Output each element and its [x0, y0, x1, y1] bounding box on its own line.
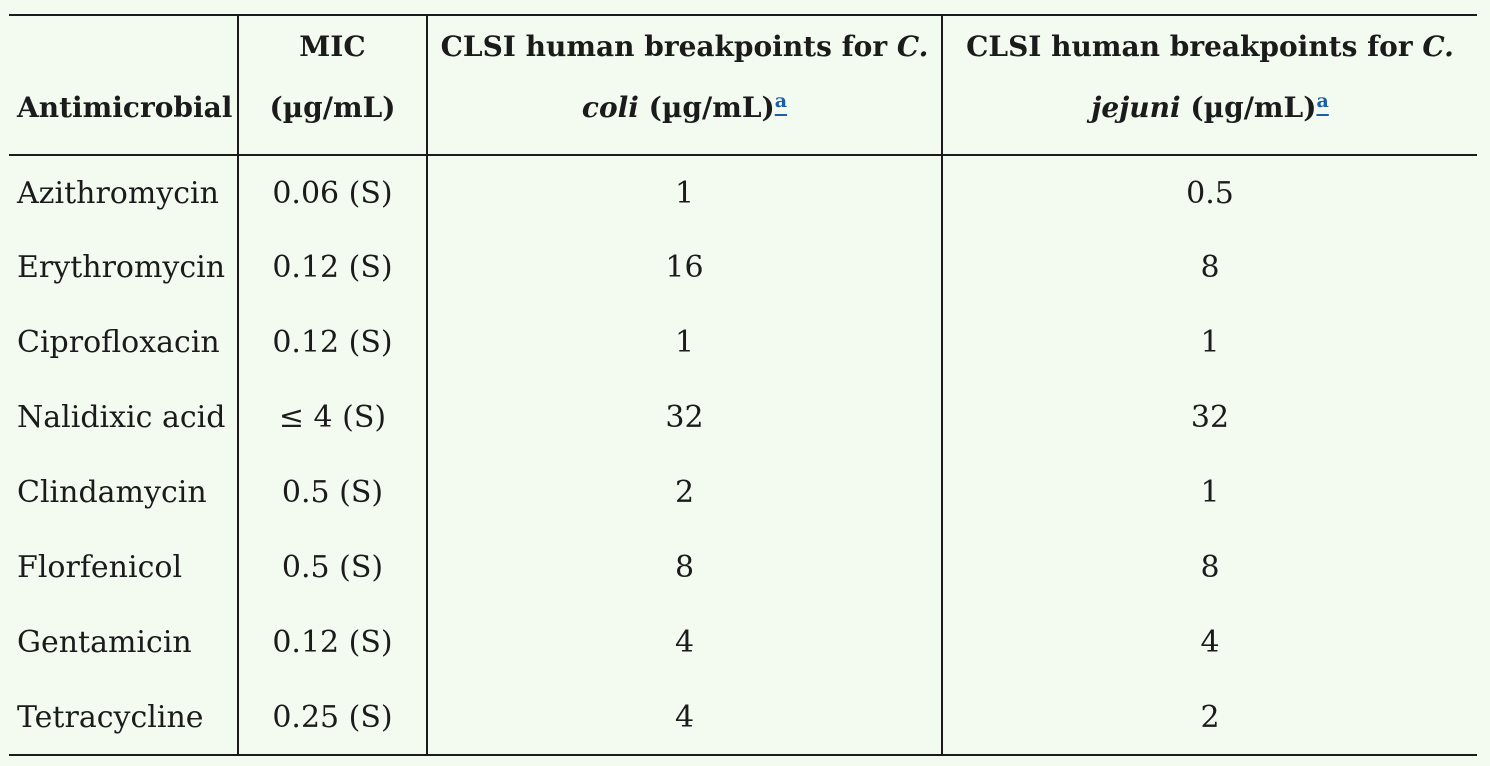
table-row: Azithromycin 0.06 (S) 1 0.5	[9, 155, 1477, 230]
footnote-link-a-coli[interactable]: a	[774, 90, 788, 112]
header-antimicrobial: Antimicrobial	[9, 15, 239, 155]
cell-antimicrobial: Florfenicol	[9, 530, 239, 605]
header-jejuni-unit: (µg/mL)	[1180, 91, 1317, 124]
cell-coli-breakpoint: 1	[427, 305, 943, 380]
header-coli-prefix: CLSI human breakpoints for	[440, 30, 897, 63]
table-row: Clindamycin 0.5 (S) 2 1	[9, 455, 1477, 530]
cell-coli-breakpoint: 16	[427, 230, 943, 305]
header-jejuni-prefix: CLSI human breakpoints for	[966, 30, 1423, 63]
cell-antimicrobial: Clindamycin	[9, 455, 239, 530]
cell-antimicrobial: Tetracycline	[9, 680, 239, 755]
cell-jejuni-breakpoint: 4	[1200, 625, 1220, 660]
cell-jejuni-breakpoint: 8	[1200, 550, 1220, 585]
mic-breakpoints-table: Antimicrobial MIC (µg/mL) CLSI human brea…	[9, 14, 1477, 756]
cell-coli-breakpoint: 8	[427, 530, 943, 605]
cell-coli-breakpoint: 2	[427, 455, 943, 530]
header-mic: MIC (µg/mL)	[238, 15, 428, 155]
cell-jejuni-breakpoint: 0.5	[1186, 175, 1234, 211]
table-body: Azithromycin 0.06 (S) 1 0.5 Erythromycin…	[9, 155, 1477, 755]
footnote-link-a-jejuni[interactable]: a	[1316, 90, 1329, 112]
header-jejuni-species: C. jejuni	[1091, 30, 1454, 124]
mic-table-container: Antimicrobial MIC (µg/mL) CLSI human brea…	[9, 14, 1477, 756]
cell-mic: 0.12 (S)	[238, 230, 428, 305]
table-row: Florfenicol 0.5 (S) 8 8	[9, 530, 1477, 605]
cell-jejuni-breakpoint: 8	[1200, 250, 1220, 285]
header-row: Antimicrobial MIC (µg/mL) CLSI human brea…	[9, 15, 1477, 155]
table-header: Antimicrobial MIC (µg/mL) CLSI human brea…	[9, 15, 1477, 155]
cell-antimicrobial: Azithromycin	[9, 155, 239, 230]
cell-mic: 0.5 (S)	[238, 530, 428, 605]
cell-antimicrobial: Nalidixic acid	[9, 380, 239, 455]
cell-antimicrobial: Erythromycin	[9, 230, 239, 305]
cell-mic: 0.06 (S)	[238, 155, 428, 230]
header-coli-species: C. coli	[581, 30, 929, 124]
cell-jejuni-breakpoint: 2	[1200, 699, 1220, 735]
header-coli-unit: (µg/mL)	[638, 91, 775, 124]
cell-coli-breakpoint: 4	[427, 605, 943, 680]
cell-jejuni-breakpoint: 1	[1200, 325, 1220, 360]
cell-coli-breakpoint: 1	[427, 155, 943, 230]
header-clsi-coli: CLSI human breakpoints for C. coli (µg/m…	[427, 15, 943, 155]
cell-jejuni-breakpoint: 32	[1190, 400, 1230, 435]
cell-mic: 0.5 (S)	[238, 455, 428, 530]
table-row: Tetracycline 0.25 (S) 4 2	[9, 680, 1477, 755]
cell-mic: 0.12 (S)	[238, 605, 428, 680]
header-mic-line2: (µg/mL)	[269, 91, 396, 124]
cell-mic: ≤ 4 (S)	[238, 380, 428, 455]
table-row: Erythromycin 0.12 (S) 16 8	[9, 230, 1477, 305]
table-row: Gentamicin 0.12 (S) 4 4	[9, 605, 1477, 680]
cell-antimicrobial: Gentamicin	[9, 605, 239, 680]
cell-mic: 0.25 (S)	[238, 680, 428, 755]
cell-mic: 0.12 (S)	[238, 305, 428, 380]
table-row: Nalidixic acid ≤ 4 (S) 32 32	[9, 380, 1477, 455]
cell-coli-breakpoint: 32	[427, 380, 943, 455]
cell-antimicrobial: Ciprofloxacin	[9, 305, 239, 380]
cell-coli-breakpoint: 4	[427, 680, 943, 755]
header-mic-line1: MIC	[299, 30, 366, 63]
header-clsi-jejuni: CLSI human breakpoints for C. jejuni (µg…	[942, 15, 1477, 155]
cell-jejuni-breakpoint: 1	[1200, 475, 1220, 510]
table-row: Ciprofloxacin 0.12 (S) 1 1	[9, 305, 1477, 380]
